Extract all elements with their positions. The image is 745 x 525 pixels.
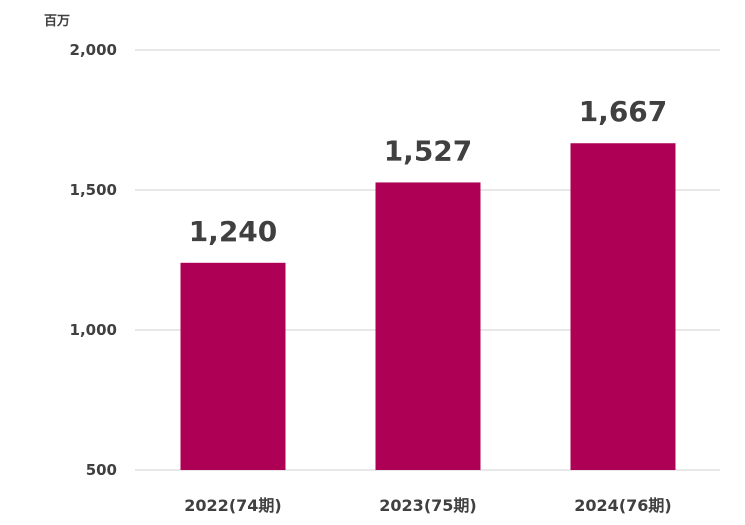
data-labels: 1,240 1,527 1,667 — [189, 95, 668, 248]
x-tick-label: 2024(76期) — [574, 496, 671, 515]
y-axis-unit-label: 百万 — [44, 14, 70, 29]
bar — [570, 143, 676, 471]
x-axis-ticks: 2022(74期) 2023(75期) 2024(76期) — [184, 496, 671, 515]
y-tick-label: 1,500 — [70, 181, 117, 199]
y-tick-label: 1,000 — [70, 321, 117, 339]
y-axis-ticks: 500 1,000 1,500 2,000 — [70, 41, 117, 479]
data-label: 1,527 — [384, 134, 473, 167]
bars — [180, 143, 676, 471]
data-label: 1,240 — [189, 215, 278, 248]
bar — [375, 182, 481, 470]
bar — [180, 262, 286, 470]
y-tick-label: 2,000 — [70, 41, 117, 59]
y-tick-label: 500 — [86, 461, 117, 479]
x-tick-label: 2022(74期) — [184, 496, 281, 515]
data-label: 1,667 — [579, 95, 668, 128]
x-tick-label: 2023(75期) — [379, 496, 476, 515]
